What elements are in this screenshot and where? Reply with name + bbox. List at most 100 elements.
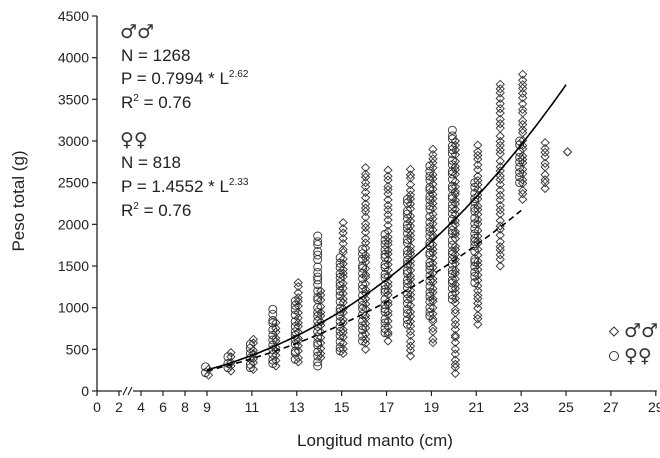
male-data-point <box>293 293 303 303</box>
female-data-point <box>403 238 412 248</box>
female-data-point <box>447 166 457 176</box>
female-data-point <box>268 349 278 359</box>
female-data-point <box>268 345 278 354</box>
x-tick-label: 25 <box>558 399 574 415</box>
male-data-point <box>495 205 505 215</box>
female-data-point <box>515 162 525 172</box>
x-tick-label: 15 <box>334 399 350 415</box>
female-data-point <box>447 209 457 219</box>
female-data-point <box>335 297 345 307</box>
male-data-point <box>495 216 505 226</box>
male-data-point <box>540 147 550 157</box>
male-data-point <box>383 310 393 320</box>
female-data-point <box>425 291 435 301</box>
female-data-point <box>470 178 480 188</box>
male-data-point <box>360 169 371 179</box>
male-data-point <box>495 166 505 176</box>
male-data-point <box>293 318 303 328</box>
female-data-point <box>403 319 412 329</box>
female-data-point <box>335 307 345 317</box>
male-data-point <box>383 205 393 215</box>
female-data-point <box>447 275 457 285</box>
male-data-point <box>293 281 303 292</box>
male-data-point <box>495 242 505 252</box>
x-tick-label: 0 <box>93 399 101 415</box>
male-data-point <box>428 303 438 313</box>
male-data-point <box>495 224 505 234</box>
male-data-point <box>473 298 483 308</box>
female-data-point <box>425 195 435 205</box>
male-data-point <box>293 313 303 323</box>
male-data-point <box>518 99 528 109</box>
female-data-point <box>380 252 390 262</box>
male-data-point <box>473 184 483 195</box>
male-data-point <box>518 169 528 179</box>
male-data-point <box>428 314 438 324</box>
male-data-point <box>248 334 259 344</box>
female-data-point <box>447 294 457 304</box>
male-data-point <box>540 175 550 185</box>
male-data-point <box>226 366 236 376</box>
male-data-point <box>473 293 483 304</box>
female-equation-exponent: 2.33 <box>229 177 249 188</box>
female-data-point <box>335 269 345 279</box>
male-data-point <box>383 327 393 337</box>
male-data-point <box>405 242 416 252</box>
female-data-point <box>425 171 435 181</box>
female-data-point <box>470 229 480 239</box>
male-data-point <box>383 210 393 220</box>
male-data-point <box>518 108 528 118</box>
female-fit-curve <box>206 209 522 372</box>
male-data-point <box>473 140 483 150</box>
female-data-point <box>335 331 345 341</box>
female-data-point <box>313 255 323 265</box>
axis-break-mark-1 <box>122 386 128 396</box>
male-data-point <box>338 224 348 234</box>
male-data-point <box>495 190 505 200</box>
female-data-point <box>470 203 480 213</box>
female-data-point <box>470 233 480 243</box>
male-data-point <box>360 203 371 213</box>
male-data-point <box>473 154 483 164</box>
male-data-point <box>473 314 483 324</box>
y-tick-label: 1000 <box>58 300 89 316</box>
male-data-point <box>338 348 348 359</box>
female-data-point <box>313 351 323 361</box>
female-data-point <box>425 222 435 232</box>
male-data-point <box>473 225 483 236</box>
male-r2-value: = 0.76 <box>139 93 191 112</box>
female-data-point <box>403 259 412 269</box>
male-data-point <box>450 226 460 237</box>
female-data-point <box>313 231 323 241</box>
male-data-point <box>428 323 438 333</box>
female-data-point <box>358 254 368 264</box>
female-data-point <box>425 281 435 291</box>
male-fit-curve <box>206 84 567 371</box>
female-data-point <box>268 335 278 345</box>
male-data-point <box>495 93 505 103</box>
male-data-point <box>293 357 303 367</box>
female-data-point <box>290 316 300 326</box>
male-data-point <box>405 230 416 240</box>
y-tick-label: 3500 <box>58 91 89 107</box>
male-data-point <box>518 128 528 138</box>
female-data-point <box>403 315 412 325</box>
female-data-point <box>313 262 323 272</box>
female-data-point <box>425 204 435 214</box>
male-data-point <box>450 330 460 341</box>
female-data-point <box>290 348 300 358</box>
female-data-point <box>380 328 390 338</box>
male-data-point <box>450 315 460 325</box>
male-data-point <box>518 83 528 94</box>
male-data-point <box>338 254 348 264</box>
female-data-point <box>290 322 300 331</box>
male-data-point <box>360 177 371 188</box>
male-data-point <box>360 212 371 222</box>
female-data-point <box>313 275 323 285</box>
female-data-point <box>358 268 368 278</box>
male-data-point <box>428 163 438 173</box>
female-data-point <box>470 182 480 192</box>
male-data-point <box>383 336 393 346</box>
male-data-point <box>450 241 460 251</box>
